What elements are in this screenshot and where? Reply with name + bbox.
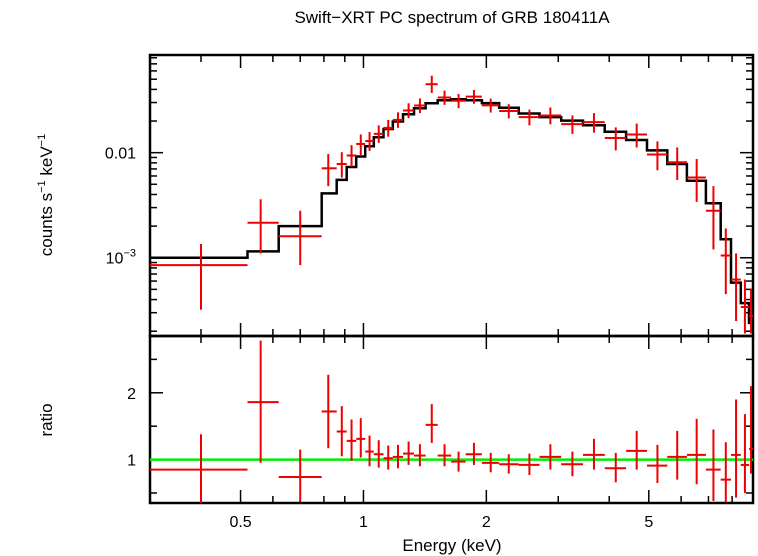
- spectrum-point: [373, 125, 384, 143]
- ratio-data-points: [150, 340, 753, 503]
- spectrum-point: [518, 109, 540, 126]
- bottom-panel-frame: [148, 334, 755, 505]
- spectrum-point: [731, 253, 741, 322]
- ratio-point: [346, 419, 357, 461]
- spectrum-point: [749, 288, 753, 334]
- ratio-point: [365, 435, 374, 467]
- x-tick-label: 0.5: [229, 514, 251, 531]
- ratio-point: [451, 451, 466, 472]
- ratio-point: [356, 418, 366, 458]
- spectrum-point: [247, 199, 279, 254]
- ratio-point: [414, 444, 426, 467]
- ratio-point: [383, 445, 393, 470]
- spectrum-point: [604, 127, 627, 151]
- top-panel-frame: [148, 53, 755, 338]
- spectrum-point: [383, 119, 393, 137]
- top-y-axis-label: counts s−1 keV−1: [36, 134, 56, 256]
- ratio-point: [278, 449, 322, 501]
- top-panel: 0.01 10−3 counts s−1 keV−1: [36, 53, 755, 338]
- ratio-point: [731, 399, 741, 498]
- top-data-points: [150, 75, 753, 334]
- bottom-panel-ticks: [149, 336, 754, 503]
- ratio-point: [583, 438, 605, 470]
- spectrum-point: [425, 75, 438, 93]
- ratio-point: [481, 452, 500, 473]
- spectrum-point: [686, 159, 706, 202]
- ratio-point: [465, 442, 482, 465]
- spectrum-point: [583, 113, 605, 133]
- spectrum-point: [561, 115, 584, 134]
- top-y-tick-labels: 0.01 10−3: [105, 146, 136, 268]
- bottom-y-tick-label: 2: [127, 386, 136, 403]
- bottom-y-tick-label: 1: [127, 453, 136, 470]
- top-panel-ticks: [149, 55, 754, 336]
- ratio-point: [336, 406, 347, 457]
- spectrum-point: [740, 279, 750, 334]
- spectrum-point: [278, 210, 322, 266]
- spectrum-point: [647, 141, 668, 171]
- x-tick-label: 5: [644, 514, 653, 531]
- spectrum-point: [403, 103, 415, 119]
- ratio-point: [749, 386, 753, 474]
- ratio-point: [150, 434, 248, 503]
- chart-title: Swift−XRT PC spectrum of GRB 180411A: [294, 8, 610, 27]
- spectrum-point: [499, 104, 519, 119]
- x-tick-label: 1: [359, 514, 368, 531]
- x-tick-label: 2: [482, 514, 491, 531]
- ratio-point: [392, 444, 404, 469]
- spectrum-point: [365, 132, 374, 151]
- spectrum-point: [626, 123, 648, 148]
- ratio-point: [626, 430, 648, 470]
- top-y-tick-label: 0.01: [105, 146, 136, 163]
- ratio-point: [539, 444, 562, 470]
- ratio-point: [740, 414, 750, 493]
- spectrum-point: [437, 90, 452, 105]
- bottom-panel: 12 ratio: [37, 334, 755, 505]
- spectrum-point: [346, 145, 357, 168]
- ratio-point: [499, 454, 519, 474]
- spectrum-point: [667, 147, 687, 180]
- model-step-line: [150, 97, 753, 325]
- spectrum-point: [150, 244, 248, 310]
- ratio-point: [705, 429, 721, 501]
- spectrum-point: [705, 186, 721, 250]
- spectrum-point: [481, 98, 500, 113]
- spectrum-point: [451, 93, 466, 109]
- ratio-point: [720, 442, 732, 503]
- spectrum-point: [720, 228, 732, 295]
- spectrum-point: [392, 112, 404, 128]
- ratio-point: [604, 452, 627, 483]
- spectrum-point: [356, 134, 366, 156]
- ratio-point: [247, 340, 279, 463]
- spectrum-point: [336, 152, 347, 178]
- spectrum-point: [539, 107, 562, 125]
- ratio-point: [667, 430, 687, 480]
- ratio-point: [321, 374, 337, 449]
- ratio-point: [647, 444, 668, 483]
- ratio-point: [425, 404, 438, 443]
- bottom-y-tick-labels: 12: [127, 386, 136, 470]
- model-curve: [150, 97, 753, 325]
- spectrum-point: [465, 89, 482, 104]
- spectrum-point: [414, 98, 426, 114]
- ratio-point: [518, 453, 540, 475]
- ratio-point: [373, 440, 384, 468]
- ratio-point: [403, 441, 415, 465]
- ratio-point: [437, 444, 452, 467]
- ratio-point: [561, 451, 584, 477]
- spectrum-point: [321, 154, 337, 187]
- bottom-y-axis-label: ratio: [37, 403, 56, 436]
- x-tick-labels: 0.5 1 2 5: [229, 514, 653, 531]
- top-y-tick-label: 10−3: [106, 248, 136, 268]
- x-axis-label: Energy (keV): [402, 536, 501, 555]
- ratio-point: [686, 418, 706, 485]
